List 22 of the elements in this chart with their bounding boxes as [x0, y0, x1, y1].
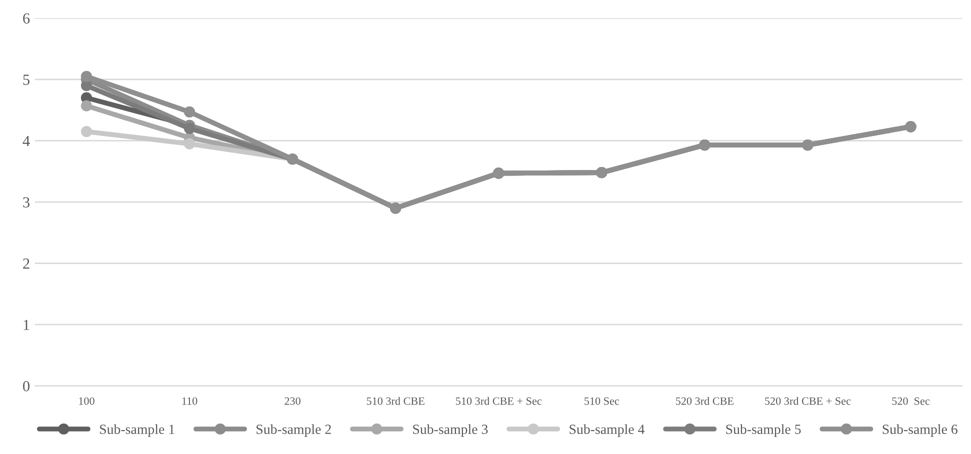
x-tick-label: 510 3rd CBE + Sec — [456, 397, 542, 405]
x-tick-label: 520 3rd CBE + Sec — [765, 397, 851, 405]
y-tick-label: 0 — [23, 381, 30, 392]
x-tick-label: 510 Sec — [584, 397, 620, 405]
y-tick-label: 6 — [23, 13, 30, 24]
x-tick-label: 510 3rd CBE — [366, 397, 424, 405]
x-tick-label: 230 — [284, 397, 300, 405]
y-tick-label: 3 — [23, 197, 30, 208]
legend-label: Sub-sample 2 — [256, 424, 331, 437]
x-tick-label: 520 3rd CBE — [676, 397, 734, 405]
legend-label: Sub-sample 4 — [570, 424, 645, 437]
y-tick-label: 2 — [23, 258, 30, 269]
y-tick-label: 4 — [22, 136, 30, 146]
legend-label: Sub-sample 3 — [413, 424, 488, 437]
legend-label: Sub-sample 5 — [726, 424, 801, 437]
x-tick-label: 100 — [79, 397, 94, 405]
x-tick-label: 520 Sec — [892, 397, 930, 405]
y-tick-label: 1 — [24, 320, 30, 330]
legend-label: Sub-sample 1 — [100, 424, 174, 437]
y-tick-label: 5 — [23, 74, 30, 85]
x-tick-label: 110 — [182, 397, 198, 405]
legend-label: Sub-sample 6 — [882, 424, 958, 437]
